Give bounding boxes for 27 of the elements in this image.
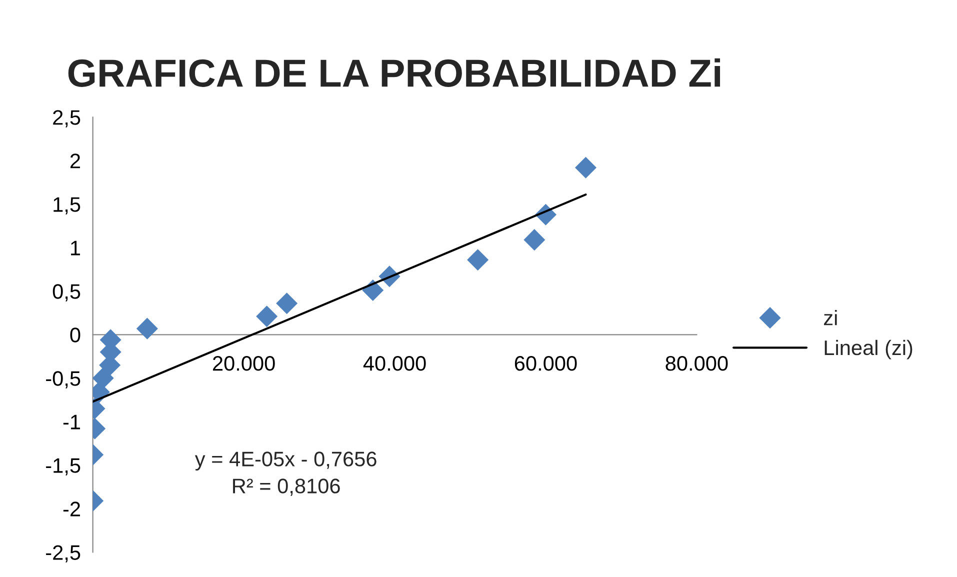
point [276, 292, 298, 314]
y-tick-label: -0,5 [46, 371, 80, 388]
annotation: R² = 0,8106 [233, 478, 340, 496]
chart-title: GRAFICA DE LA PROBABILIDAD Zi [68, 58, 720, 87]
point [92, 367, 114, 389]
y-tick-label: -2 [63, 502, 80, 516]
y-tick-label: 0,5 [52, 284, 80, 302]
y-tick-label: 2 [70, 154, 80, 168]
point [136, 318, 158, 340]
y-tick-label: 0 [70, 328, 80, 342]
y-tick-label: -1,5 [46, 458, 80, 476]
x-tick-label: 20.000 [212, 356, 275, 371]
y-tick-label: 2,5 [53, 110, 80, 128]
point [256, 306, 278, 328]
annotation: y = 4E-05x - 0,7656 [194, 452, 376, 471]
legend-label: Lineal (zi) [824, 340, 912, 360]
x-tick-label: 60.000 [514, 356, 577, 371]
point [574, 156, 596, 178]
legend-label: zi [824, 310, 837, 326]
y-tick-label: -1 [63, 414, 80, 430]
y-tick-label: -2,5 [46, 545, 80, 562]
y-tick-label: 1,5 [54, 197, 80, 214]
y-tick-label: 1 [71, 240, 80, 256]
point [524, 229, 546, 251]
x-tick-label: 80.000 [666, 356, 728, 371]
point [467, 249, 489, 271]
x-tick-label: 40.000 [363, 356, 426, 371]
